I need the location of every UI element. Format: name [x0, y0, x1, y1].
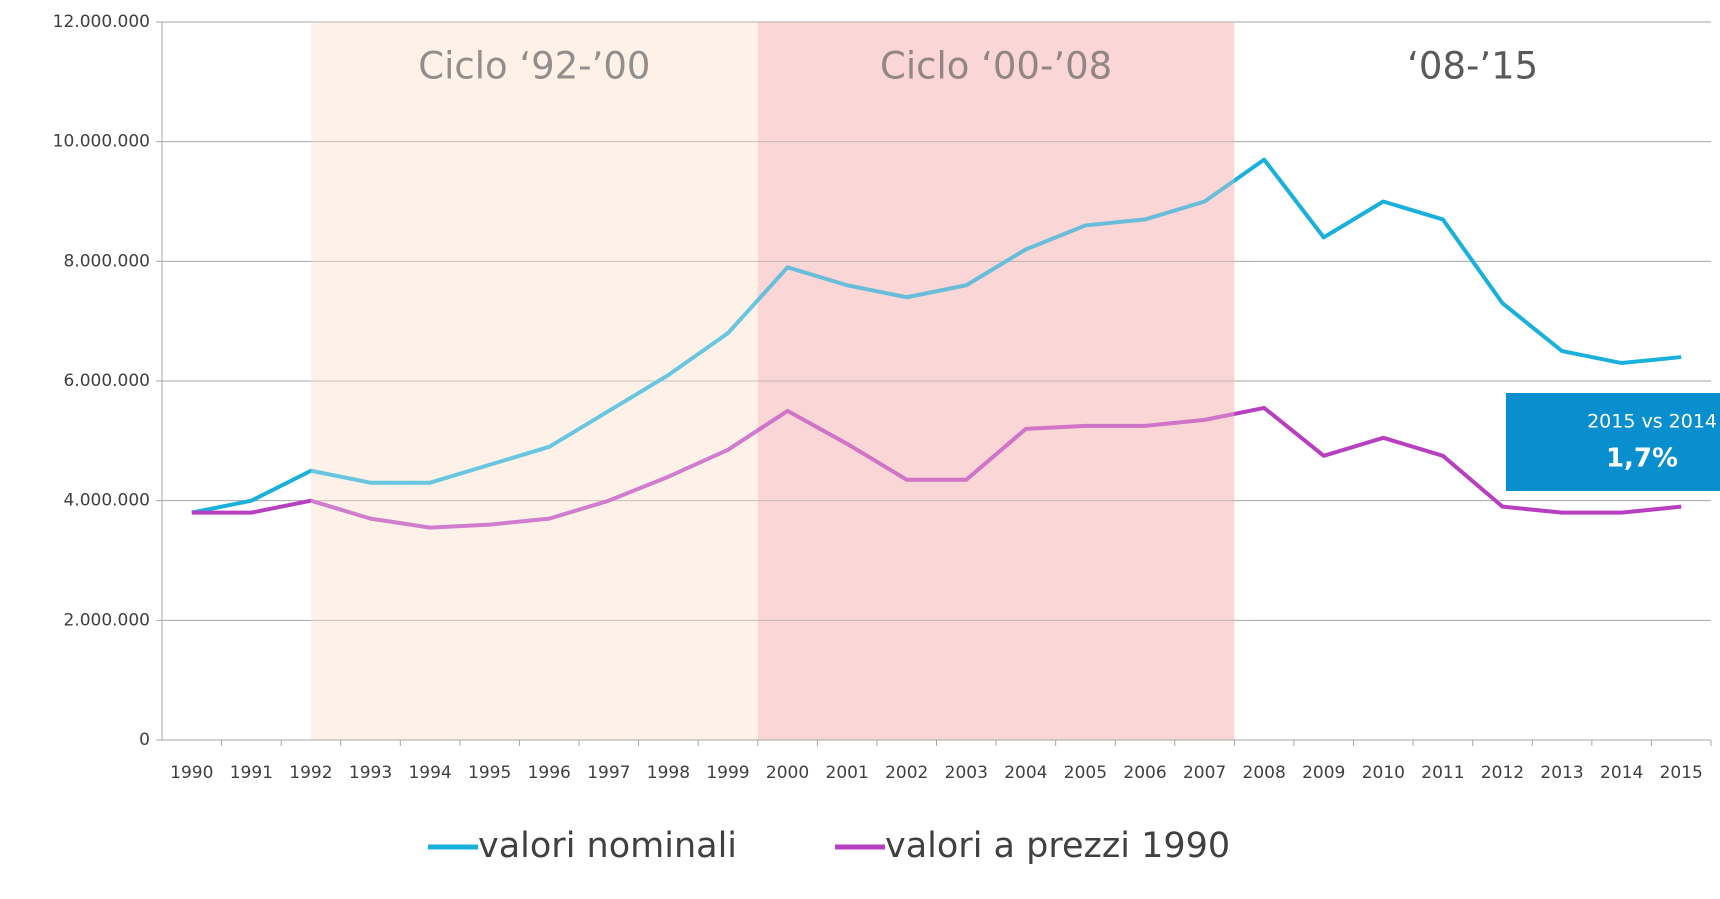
x-tick-label: 2004: [1004, 763, 1047, 783]
period-label: Ciclo ‘92-’00: [418, 45, 650, 88]
x-tick-label: 1996: [528, 763, 571, 783]
legend-label: valori a prezzi 1990: [885, 826, 1230, 866]
x-tick-label: 2003: [945, 763, 988, 783]
y-tick-label: 4.000.000: [63, 491, 150, 511]
x-tick-label: 2000: [766, 763, 809, 783]
legend-label: valori nominali: [478, 826, 737, 866]
x-tick-label: 1999: [706, 763, 749, 783]
x-tick-label: 2015: [1660, 763, 1703, 783]
x-tick-label: 1993: [349, 763, 392, 783]
x-tick-label: 2010: [1362, 763, 1405, 783]
x-tick-label: 1995: [468, 763, 511, 783]
period-label: Ciclo ‘00-’08: [880, 45, 1112, 88]
annotation-value: 1,7%: [1606, 444, 1678, 474]
x-tick-label: 2008: [1243, 763, 1286, 783]
x-tick-label: 2011: [1421, 763, 1464, 783]
x-tick-label: 2005: [1064, 763, 1107, 783]
y-tick-label: 2.000.000: [63, 610, 150, 630]
y-tick-label: 10.000.000: [53, 132, 150, 152]
y-tick-label: 8.000.000: [63, 251, 150, 271]
y-tick-label: 12.000.000: [53, 12, 150, 32]
x-tick-label: 2002: [885, 763, 928, 783]
x-tick-label: 1994: [408, 763, 451, 783]
y-tick-label: 6.000.000: [63, 371, 150, 391]
x-tick-label: 1991: [230, 763, 273, 783]
x-tick-label: 2006: [1123, 763, 1166, 783]
annotation-box: [1506, 393, 1720, 491]
annotation-title: 2015 vs 2014: [1587, 411, 1717, 433]
x-tick-label: 2012: [1481, 763, 1524, 783]
x-tick-label: 2009: [1302, 763, 1345, 783]
x-tick-label: 1990: [170, 763, 213, 783]
period-label: ‘08-’15: [1407, 45, 1538, 88]
x-tick-label: 2013: [1540, 763, 1583, 783]
x-tick-label: 2001: [826, 763, 869, 783]
period-tint: [310, 22, 758, 740]
y-tick-label: 0: [139, 730, 150, 750]
x-tick-label: 1992: [289, 763, 332, 783]
x-tick-label: 1997: [587, 763, 630, 783]
x-tick-label: 2014: [1600, 763, 1643, 783]
data-line: [191, 157, 1682, 515]
data-line: [191, 405, 1682, 530]
period-tint: [757, 22, 1235, 740]
x-tick-label: 2007: [1183, 763, 1226, 783]
x-tick-label: 1998: [647, 763, 690, 783]
